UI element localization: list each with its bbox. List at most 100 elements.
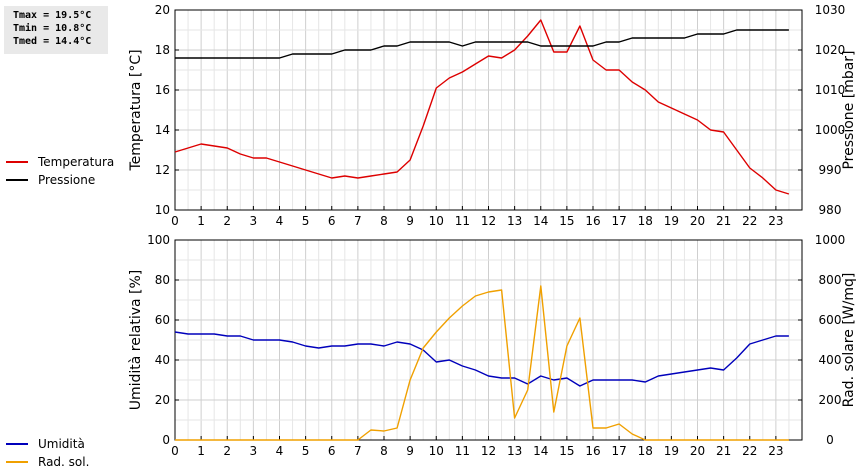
y-tick: 14 [155,123,179,137]
x-tick: 4 [276,206,283,228]
x-tick: 2 [223,206,231,228]
y2-tick-label: 1030 [815,3,846,17]
y-tick-label: 40 [155,353,170,367]
y-axis-label: Umidità relativa [%] [128,270,144,411]
y2-tick: 980 [798,203,841,217]
x-tick-label: 20 [690,444,705,458]
x-tick-label: 22 [742,214,757,228]
temperature-pressure-chart: 0 1 2 3 4 5 6 7 8 9 10 11 12 13 14 15 16 17 18 19 20 21 22 2310… [128,3,857,228]
x-tick-label: 9 [406,214,414,228]
y-tick-label: 12 [155,163,170,177]
y2-tick: 400 [798,353,841,367]
y2-tick-label: 990 [819,163,842,177]
x-tick: 17 [611,206,627,228]
x-tick: 14 [533,436,548,458]
series-line-umidit [174,331,789,387]
y2-axis-label: Pressione [mbar] [841,50,857,169]
y-tick-label: 100 [147,233,170,247]
legend-swatch-temperatura [6,161,28,163]
x-tick: 19 [664,206,679,228]
legend-item-pressione: Pressione [6,171,114,189]
y-tick-label: 0 [162,433,170,447]
x-tick-label: 12 [481,444,496,458]
y-tick: 100 [147,233,179,247]
x-tick-label: 3 [250,214,258,228]
legend-swatch-rad-sol [6,461,28,463]
y2-tick: 800 [798,273,841,287]
x-tick: 10 [429,206,444,228]
x-tick: 15 [559,206,575,228]
tmed-text: Tmed = 14.4°C [13,36,92,47]
x-tick-label: 19 [664,444,679,458]
y2-tick: 200 [798,393,841,407]
y2-tick: 1010 [798,83,845,97]
x-tick-label: 23 [768,444,783,458]
humidity-radiation-chart: 0 1 2 3 4 5 6 7 8 9 10 11 12 13 14 15 16 17 18 19 20 21 22 2302… [128,233,857,458]
y2-tick-label: 0 [826,433,834,447]
y-axis-label: Temperatura [°C] [128,49,144,171]
y-tick-label: 14 [155,123,170,137]
x-tick-label: 7 [354,444,362,458]
x-tick: 8 [380,206,388,228]
y-tick: 60 [155,313,179,327]
y-tick: 10 [155,203,179,217]
x-tick-label: 7 [354,214,362,228]
y-tick: 18 [155,43,179,57]
x-tick-label: 0 [171,214,179,228]
x-tick: 18 [638,206,653,228]
x-tick: 1 [197,206,205,228]
x-tick: 10 [429,436,444,458]
tmax-text: Tmax = 19.5°C [13,10,92,21]
legend-item-temperatura: Temperatura [6,153,114,171]
x-tick-label: 5 [302,444,310,458]
legend-swatch-pressione [6,179,28,181]
y-tick: 20 [155,3,179,17]
x-tick-label: 17 [611,444,626,458]
x-tick: 11 [455,436,470,458]
y-tick-label: 20 [155,393,170,407]
x-tick-label: 18 [638,214,653,228]
x-tick-label: 21 [716,444,731,458]
x-tick: 13 [507,436,522,458]
x-tick: 17 [611,436,627,458]
series-line-temperatura [174,19,790,195]
stats-box: Tmax = 19.5°C Tmin = 10.8°C Tmed = 14.4°… [4,6,108,54]
y2-tick-label: 200 [819,393,842,407]
y2-tick-label: 980 [819,203,842,217]
y2-tick: 1020 [798,43,845,57]
x-tick-label: 12 [481,214,496,228]
x-tick-label: 15 [559,214,574,228]
x-tick-label: 2 [223,214,231,228]
x-tick: 7 [354,206,362,228]
y-tick: 80 [155,273,179,287]
x-tick-label: 16 [585,444,600,458]
x-tick-label: 20 [690,214,705,228]
x-tick-label: 16 [585,214,600,228]
x-tick-label: 6 [328,214,336,228]
legend-label-pressione: Pressione [38,173,96,187]
y2-tick-label: 1000 [815,233,846,247]
legend-item-umidita: Umidità [6,435,89,453]
tmin-text: Tmin = 10.8°C [13,23,92,34]
x-tick-label: 10 [429,444,444,458]
x-tick: 5 [302,206,309,228]
y2-tick-label: 600 [819,313,842,327]
x-tick-label: 9 [406,444,414,458]
x-tick-label: 1 [197,444,205,458]
y2-tick-label: 1010 [815,83,846,97]
x-tick-label: 2 [223,444,231,458]
y-tick-label: 18 [155,43,170,57]
x-tick-label: 10 [429,214,444,228]
y-tick-label: 10 [155,203,170,217]
x-tick: 23 [768,206,784,228]
x-tick: 12 [481,436,496,458]
y-tick-label: 16 [155,83,170,97]
x-tick: 20 [690,206,705,228]
y-tick-label: 20 [155,3,170,17]
y2-tick: 1000 [798,233,845,247]
x-tick: 3 [250,206,258,228]
y2-tick: 0 [798,433,834,447]
x-tick-label: 0 [171,444,179,458]
x-tick-label: 19 [664,214,679,228]
x-tick-label: 22 [742,444,757,458]
